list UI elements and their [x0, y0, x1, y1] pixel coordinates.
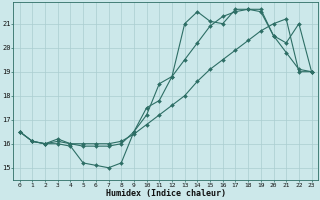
- X-axis label: Humidex (Indice chaleur): Humidex (Indice chaleur): [106, 189, 226, 198]
